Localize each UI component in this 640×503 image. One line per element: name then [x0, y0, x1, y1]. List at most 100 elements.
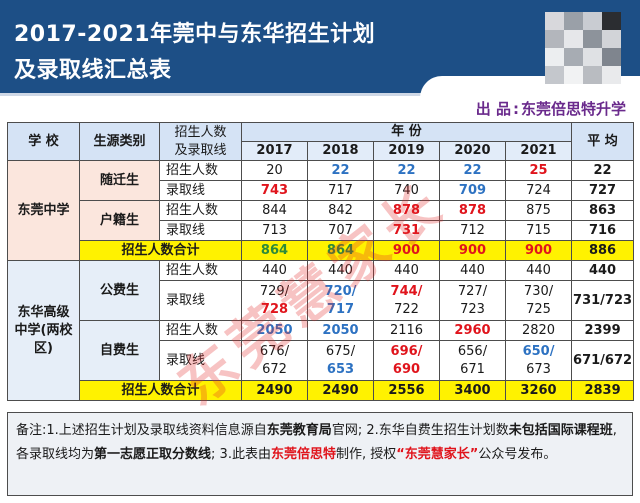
cell: 724 — [504, 180, 573, 201]
cell: 842 — [307, 200, 374, 221]
note-text: 官网; 2.东华自费生招生计划数 — [331, 423, 509, 438]
cell-split: 729/728 — [241, 280, 308, 321]
cell: 713 — [241, 220, 308, 241]
cell-top: 729/ — [259, 283, 290, 299]
cell: 22 — [373, 160, 440, 181]
cell: 875 — [504, 200, 573, 221]
note-red: “东莞慧家长” — [396, 447, 479, 462]
cell: 440 — [439, 260, 506, 281]
cell-bottom: 672 — [262, 361, 287, 377]
cell-top: 730/ — [523, 283, 554, 299]
cell: 440 — [241, 260, 308, 281]
cell-split: 676/672 — [241, 340, 308, 381]
cell: 20 — [241, 160, 308, 181]
cell: 717 — [307, 180, 374, 201]
note-text: ; 3.此表由 — [211, 447, 271, 462]
cell: 2490 — [307, 380, 374, 401]
note-text: , 各录取线均为 — [16, 423, 617, 462]
cell-bottom: 722 — [394, 301, 419, 317]
title-banner: 2017-2021年莞中与东华招生计划 及录取线汇总表 — [0, 0, 640, 98]
note-bold: 东莞教育局 — [266, 423, 332, 438]
metric-label: 招生人数 — [159, 260, 242, 281]
category-huji: 户籍生 — [79, 200, 160, 241]
table-row: 东华高级中学(两校区) 公费生 招生人数 440 440 440 440 440… — [7, 260, 635, 401]
cell: 2556 — [373, 380, 440, 401]
cell: 900 — [373, 240, 440, 261]
cell: 3260 — [504, 380, 573, 401]
table-row: 录取线 676/672 675/653 696/690 656/671 650/… — [8, 340, 635, 381]
header-metric-line1: 招生人数 — [174, 124, 227, 140]
header-school: 学 校 — [7, 122, 80, 161]
school-donghua: 东华高级中学(两校区) — [7, 260, 80, 401]
note-bold: 未包括国际课程班 — [508, 423, 613, 438]
total-label: 招生人数合计 — [79, 240, 242, 261]
metric-label: 录取线 — [159, 180, 242, 201]
average-cell: 440 — [571, 260, 635, 281]
table-row: 录取线 743 717 740 709 724 727 — [8, 180, 635, 201]
cell-bottom: 728 — [260, 301, 289, 317]
average-cell: 716 — [571, 220, 635, 241]
metric-label: 录取线 — [159, 280, 242, 321]
cell: 2490 — [241, 380, 308, 401]
cell: 2050 — [307, 320, 374, 341]
cell: 2116 — [373, 320, 440, 341]
cell: 2960 — [439, 320, 506, 341]
cell: 22 — [439, 160, 506, 181]
cell: 440 — [373, 260, 440, 281]
cell: 709 — [439, 180, 506, 201]
table-row: 户籍生 招生人数 844 842 878 878 875 863 — [8, 200, 635, 241]
header-metric: 招生人数 及录取线 — [159, 122, 242, 161]
note-red: 东莞倍思特 — [270, 447, 336, 462]
average-cell: 2839 — [571, 380, 635, 401]
cell-top: 675/ — [325, 343, 356, 359]
source-colon: : — [512, 100, 519, 118]
cell-top: 696/ — [390, 343, 423, 359]
note-text: 制作, 授权 — [335, 447, 397, 462]
average-cell: 2399 — [571, 320, 635, 341]
cell: 440 — [504, 260, 573, 281]
source-credit: 出 品: 东莞倍思特升学 — [476, 98, 626, 120]
average-cell: 731/723 — [571, 280, 635, 321]
cell-bottom: 671 — [460, 361, 485, 377]
average-cell: 671/672 — [571, 340, 635, 381]
average-cell: 863 — [571, 200, 635, 221]
table-row: 录取线 729/728 720/717 744/722 727/723 730/… — [8, 280, 635, 321]
note-text: 备注:1.上述招生计划及录取线资料信息源自 — [16, 423, 267, 438]
total-row: 招生人数合计 2490 2490 2556 3400 3260 2839 — [8, 380, 635, 401]
cell: 2820 — [504, 320, 573, 341]
header-year: 2020 — [439, 141, 506, 161]
cell-bottom: 690 — [392, 361, 421, 377]
cell-top: 727/ — [457, 283, 488, 299]
header-metric-line2: 及录取线 — [174, 142, 227, 158]
cell-split: 730/725 — [504, 280, 573, 321]
cell: 900 — [439, 240, 506, 261]
header-year-group: 年 份 — [240, 122, 573, 142]
page-title: 2017-2021年莞中与东华招生计划 — [14, 22, 376, 47]
header-average: 平 均 — [571, 122, 635, 161]
header-year: 2019 — [373, 141, 440, 161]
metric-label: 录取线 — [159, 220, 242, 241]
cell: 743 — [241, 180, 308, 201]
cell-split: 650/673 — [504, 340, 573, 381]
cell-top: 720/ — [324, 283, 357, 299]
cell: 864 — [241, 240, 308, 261]
cell-top: 744/ — [390, 283, 423, 299]
school-dongguan: 东莞中学 — [7, 160, 80, 261]
cell-bottom: 673 — [526, 361, 551, 377]
cell-split: 696/690 — [373, 340, 440, 381]
header-year: 2018 — [307, 141, 374, 161]
note-bold: 第一志愿正取分数线 — [94, 447, 212, 462]
table-row: 东莞中学 随迁生 招生人数 20 22 22 22 25 22 — [7, 160, 635, 261]
cell-split: 744/722 — [373, 280, 440, 321]
cell-split: 720/717 — [307, 280, 374, 321]
average-cell: 22 — [571, 160, 635, 181]
average-cell: 727 — [571, 180, 635, 201]
cell: 2050 — [241, 320, 308, 341]
metric-label: 招生人数 — [159, 320, 242, 341]
cell: 715 — [504, 220, 573, 241]
header-year: 2017 — [241, 141, 308, 161]
footnote: 备注:1.上述招生计划及录取线资料信息源自东莞教育局官网; 2.东华自费生招生计… — [7, 412, 633, 496]
cell: 864 — [307, 240, 374, 261]
header-category: 生源类别 — [79, 122, 160, 161]
cell: 22 — [307, 160, 374, 181]
